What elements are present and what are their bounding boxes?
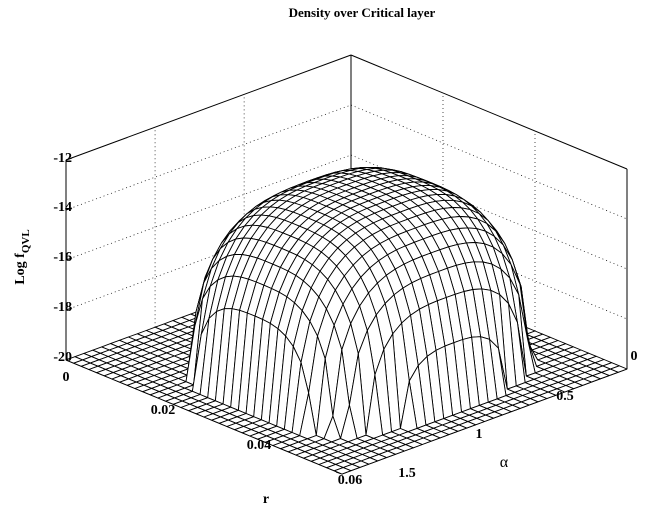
mesh-cell <box>333 467 352 475</box>
z-axis-label-main: Log f <box>13 253 28 285</box>
surface-mesh <box>65 166 628 475</box>
alpha-tick-label: 1.5 <box>398 466 416 481</box>
grid-line <box>350 154 628 270</box>
grid-line <box>350 104 628 220</box>
r-axis-label: r <box>263 492 269 506</box>
alpha-tick-label: 0 <box>631 349 638 364</box>
z-axis-label: Log fQVL <box>13 229 32 284</box>
z-tick-label: -12 <box>53 151 72 166</box>
chart-title: Density over Critical layer <box>289 5 436 20</box>
z-tick-label: -14 <box>53 200 72 215</box>
z-tick-mark <box>65 307 73 311</box>
box-edge <box>350 54 628 170</box>
z-tick-mark <box>65 157 73 161</box>
z-tick-label: -18 <box>53 300 72 315</box>
z-axis-label-subscript: QVL <box>20 229 32 253</box>
box-edge <box>65 54 352 161</box>
grid-line <box>350 204 628 320</box>
r-tick-label: 0.02 <box>151 403 176 418</box>
alpha-axis-label: α <box>500 454 509 471</box>
z-tick-label: -20 <box>53 350 72 365</box>
r-tick-label: 0 <box>63 370 70 385</box>
z-tick-label: -16 <box>53 250 72 265</box>
alpha-tick-label: 1 <box>476 427 483 442</box>
z-tick-mark <box>65 257 73 261</box>
alpha-tick-label: 0.5 <box>556 389 574 404</box>
z-tick-mark <box>65 207 73 211</box>
r-tick-label: 0.04 <box>247 438 272 453</box>
r-tick-label: 0.06 <box>338 473 363 488</box>
